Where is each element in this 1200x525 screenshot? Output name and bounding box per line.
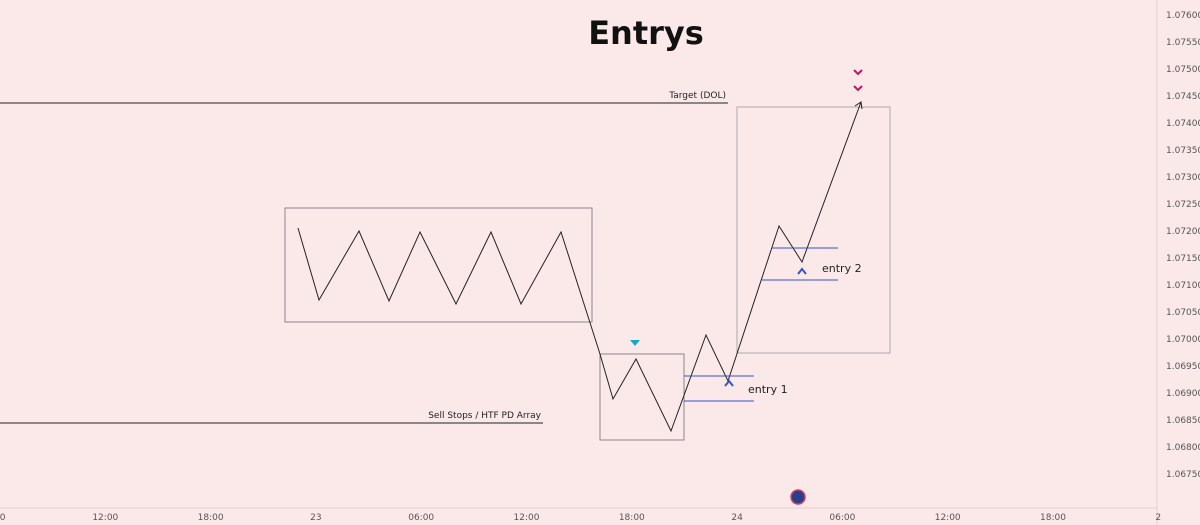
entry-2-label: entry 2	[822, 262, 862, 275]
range-box	[284, 207, 593, 323]
price-label: 1.07450	[1166, 92, 1200, 102]
price-label: 1.07350	[1166, 146, 1200, 156]
signal-marker	[853, 85, 863, 92]
entry-marker	[724, 379, 734, 387]
expansion-box	[736, 106, 891, 354]
time-label: 00	[0, 513, 6, 523]
price-label: 1.06850	[1166, 416, 1200, 426]
target-label: Target (DOL)	[668, 91, 726, 101]
price-label: 1.06950	[1166, 362, 1200, 372]
time-label: 18:00	[619, 513, 645, 523]
arrow-head	[854, 101, 863, 110]
price-label: 1.07500	[1166, 65, 1200, 75]
price-label: 1.06900	[1166, 389, 1200, 399]
price-label: 1.06800	[1166, 443, 1200, 453]
price-path	[297, 101, 862, 433]
entry-marker	[797, 267, 807, 275]
price-label: 1.07150	[1166, 254, 1200, 264]
price-label: 1.07400	[1166, 119, 1200, 129]
time-label: 23	[310, 513, 321, 523]
signal-marker	[853, 69, 863, 76]
price-label: 1.07050	[1166, 308, 1200, 318]
price-label: 1.07250	[1166, 200, 1200, 210]
time-axis: 00 12:00 18:00 23 06:00 12:00 18:00 24 06:00 12:0…	[0, 513, 1161, 523]
price-label: 1.07600	[1166, 11, 1200, 21]
time-label: 18:00	[198, 513, 224, 523]
event-icon[interactable]	[790, 489, 806, 505]
price-label: 1.07550	[1166, 38, 1200, 48]
title: Entrys	[588, 14, 704, 52]
time-label: 24	[731, 513, 743, 523]
sweep-box	[599, 353, 685, 441]
price-label: 1.06750	[1166, 470, 1200, 480]
price-label: 1.07200	[1166, 227, 1200, 237]
time-label: 12:00	[514, 513, 540, 523]
price-label: 1.07100	[1166, 281, 1200, 291]
time-label: 18:00	[1040, 513, 1066, 523]
time-label: 2	[1155, 513, 1161, 523]
price-label: 1.07300	[1166, 173, 1200, 183]
price-label: 1.07000	[1166, 335, 1200, 345]
entry-1-label: entry 1	[748, 383, 788, 396]
price-axis: 1.07600 1.07550 1.07500 1.07450 1.07400 1.073…	[1166, 11, 1200, 480]
time-label: 06:00	[829, 513, 855, 523]
time-label: 06:00	[408, 513, 434, 523]
time-label: 12:00	[935, 513, 961, 523]
sell-stops-label: Sell Stops / HTF PD Array	[428, 411, 541, 421]
time-label: 12:00	[92, 513, 118, 523]
signal-marker	[630, 340, 640, 346]
